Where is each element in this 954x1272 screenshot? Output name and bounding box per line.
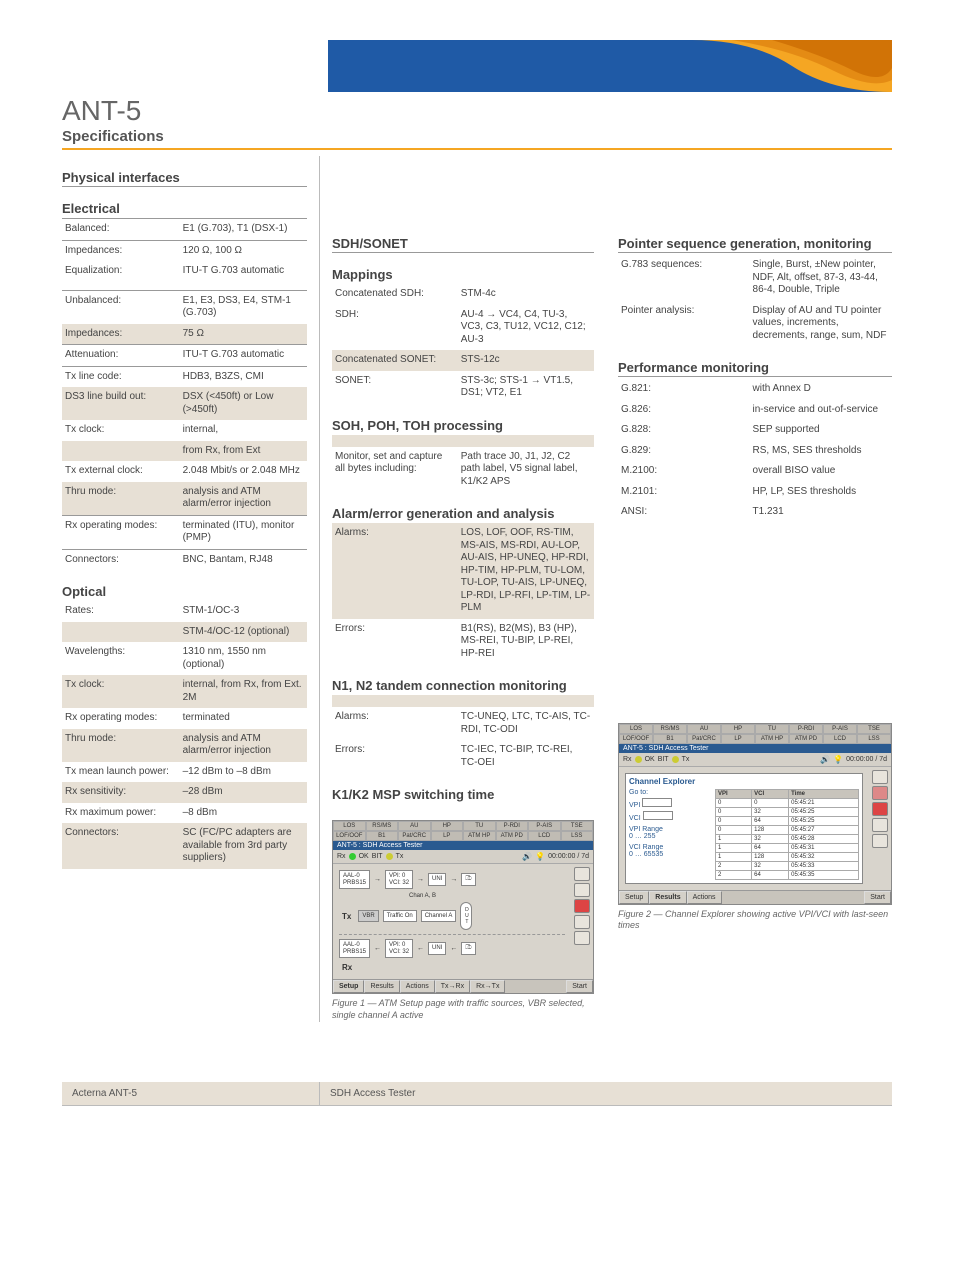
fig1-traffic-button[interactable]: Traffic On (383, 910, 417, 923)
table-row: 112805:45:32 (716, 852, 859, 861)
fig2-channel-table: VPIVCITime 0005:45:21 03205:45:25 06405:… (715, 789, 859, 880)
fig2-toolbar: Rx OK BIT Tx 🔊 💡 00:00:00 / 7d (619, 753, 891, 767)
subhead-mappings: Mappings (332, 267, 594, 282)
header-band-swoosh (692, 40, 892, 92)
fig2-vpi-input[interactable] (642, 798, 672, 807)
fig1-dut-box: DUT (460, 902, 472, 930)
figure-2-caption: Figure 2 — Channel Explorer showing acti… (618, 909, 892, 932)
subhead-optical: Optical (62, 584, 307, 599)
sidebar-icon[interactable] (574, 931, 590, 945)
fig1-btn-rxtx[interactable]: Rx→Tx (470, 980, 505, 993)
table-optical: Rates:STM-1/OC-3 STM-4/OC-12 (optional) … (62, 601, 307, 869)
table-electrical-balanced: Balanced:E1 (G.703), T1 (DSX-1) Impedanc… (62, 218, 307, 282)
fig2-window-title: ANT-5 : SDH Access Tester (619, 744, 891, 753)
fig1-window-title: ANT-5 : SDH Access Tester (333, 841, 593, 850)
fig1-channel-button[interactable]: Channel A (421, 910, 457, 923)
fig1-btn-results[interactable]: Results (364, 980, 399, 993)
fig1-rx-filter-icon[interactable]: ⎄ (461, 942, 475, 955)
fig1-btn-setup[interactable]: Setup (333, 980, 364, 993)
fig1-vpi-box[interactable]: VPI: 0 VCI: 32 (385, 870, 413, 889)
table-mappings: Concatenated SDH:STM-4c SDH:AU-4 → VC4, … (332, 284, 594, 404)
fig1-rx-aal-box[interactable]: AAL-0 PRBS15 (339, 939, 370, 958)
figure-2: LOSRS/MSAUHPTUP-RDIP-AISTSE LOF/OOFB1Pat… (618, 723, 892, 932)
subhead-physical-interfaces: Physical interfaces (62, 170, 307, 187)
figure-1: LOSRS/MSAUHPTUP-RDIP-AISTSE LOF/OOFB1Pat… (332, 820, 594, 1022)
table-row: 26405:45:35 (716, 870, 859, 879)
fig1-vbr-button[interactable]: VBR (358, 910, 378, 923)
table-pointer: G.783 sequences:Single, Burst, ±New poin… (618, 255, 892, 346)
table-overhead: Monitor, set and capture all bytes inclu… (332, 435, 594, 493)
sidebar-icon[interactable] (872, 770, 888, 784)
table-row: 13205:45:28 (716, 834, 859, 843)
fig2-alarm-leds-row1: LOSRS/MSAUHPTUP-RDIP-AISTSE (619, 724, 891, 734)
subhead-performance: Performance monitoring (618, 360, 892, 377)
fig2-btn-actions[interactable]: Actions (687, 891, 722, 904)
speaker-icon: 🔊 (820, 755, 830, 764)
subhead-overhead: SOH, POH, TOH processing (332, 418, 594, 433)
table-row: 06405:45:25 (716, 816, 859, 825)
fig1-aal-box[interactable]: AAL-0 PRBS15 (339, 870, 370, 889)
sidebar-icon[interactable] (872, 834, 888, 848)
fig1-btn-actions[interactable]: Actions (400, 980, 435, 993)
fig2-btn-start[interactable]: Start (864, 891, 891, 904)
fig2-btn-results[interactable]: Results (649, 891, 686, 904)
table-row: 03205:45:25 (716, 807, 859, 816)
sidebar-icon[interactable] (872, 802, 888, 816)
table-tcm: Alarms:TC-UNEQ, LTC, TC-AIS, TC-RDI, TC-… (332, 695, 594, 773)
speaker-icon: 🔊 (522, 852, 532, 861)
fig2-panel-title: Channel Explorer (629, 777, 859, 786)
table-performance: G.821:with Annex D G.826:in-service and … (618, 379, 892, 523)
fig1-btn-start[interactable]: Start (566, 980, 593, 993)
sidebar-icon[interactable] (872, 818, 888, 832)
fig1-alarm-leds-row1: LOSRS/MSAUHPTUP-RDIP-AISTSE (333, 821, 593, 831)
fig1-filter-icon[interactable]: ⎄ (461, 873, 475, 886)
fig1-uni-box[interactable]: UNI (428, 873, 446, 886)
light-icon: 💡 (833, 755, 843, 764)
sidebar-icon[interactable] (872, 786, 888, 800)
sidebar-icon[interactable] (574, 915, 590, 929)
table-electrical-unbalanced: Unbalanced:E1, E3, DS3, E4, STM-1 (G.703… (62, 290, 307, 571)
table-row: 0005:45:21 (716, 798, 859, 807)
subhead-sdh-sonet: SDH/SONET (332, 236, 594, 253)
fig1-rx-vpi-box[interactable]: VPI: 0 VCI: 32 (385, 939, 413, 958)
fig2-alarm-leds-row2: LOF/OOFB1Pat/CRCLPATM HPATM PDLCDLSS (619, 734, 891, 744)
fig1-rx-uni-box[interactable]: UNI (428, 942, 446, 955)
subhead-pointer: Pointer sequence generation, monitoring (618, 236, 892, 253)
subhead-tcm: N1, N2 tandem connection monitoring (332, 678, 594, 693)
product-title: ANT-5 (62, 95, 141, 127)
sidebar-icon[interactable] (574, 883, 590, 897)
table-row: 012805:45:27 (716, 825, 859, 834)
figure-1-caption: Figure 1 — ATM Setup page with traffic s… (332, 998, 594, 1021)
subhead-alarms: Alarm/error generation and analysis (332, 506, 594, 521)
fig2-btn-setup[interactable]: Setup (619, 891, 649, 904)
sidebar-icon[interactable] (574, 899, 590, 913)
fig1-alarm-leds-row2: LOF/OOFB1Pat/CRCLPATM HPATM PDLCDLSS (333, 831, 593, 841)
fig1-btn-txrx[interactable]: Tx→Rx (435, 980, 470, 993)
footer-right: SDH Access Tester (320, 1082, 425, 1105)
table-alarms: Alarms:LOS, LOF, OOF, RS-TIM, MS-AIS, MS… (332, 523, 594, 664)
table-row: 16405:45:31 (716, 843, 859, 852)
footer-left: Acterna ANT-5 (62, 1082, 320, 1105)
subhead-electrical: Electrical (62, 201, 307, 216)
fig1-toolbar: Rx OK BIT Tx 🔊 💡 00:00:00 / 7d (333, 850, 593, 864)
table-row: 23205:45:33 (716, 861, 859, 870)
section-heading: Specifications (62, 128, 892, 150)
light-icon: 💡 (535, 852, 545, 861)
fig2-vci-input[interactable] (643, 811, 673, 820)
sidebar-icon[interactable] (574, 867, 590, 881)
subhead-aps: K1/K2 MSP switching time (332, 787, 594, 802)
